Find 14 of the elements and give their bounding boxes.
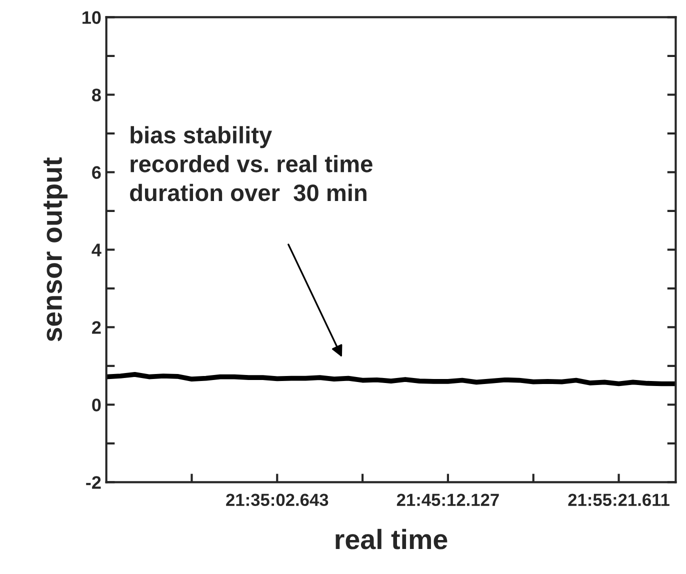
y-tick-label: 4 [92,244,102,256]
y-axis-title: sensor output [44,157,68,342]
y-tick-label: -2 [86,476,101,489]
x-axis-title: real time [336,528,448,550]
y-tick-label: 0 [92,398,101,412]
annotation: bias stability recorded vs. real time duration over 30 min [130,126,372,202]
x-tick-label: 21:35:02.643 [226,494,328,506]
y-tick-label: 2 [92,321,101,334]
x-tick-label: 21:55:21.611 [568,494,670,506]
y-tick-label: 8 [92,88,101,102]
x-tick-label: 21:45:12.127 [396,494,499,506]
y-tick-label: 6 [92,166,101,179]
y-tick-label: 10 [82,11,101,24]
line-series [106,372,676,386]
